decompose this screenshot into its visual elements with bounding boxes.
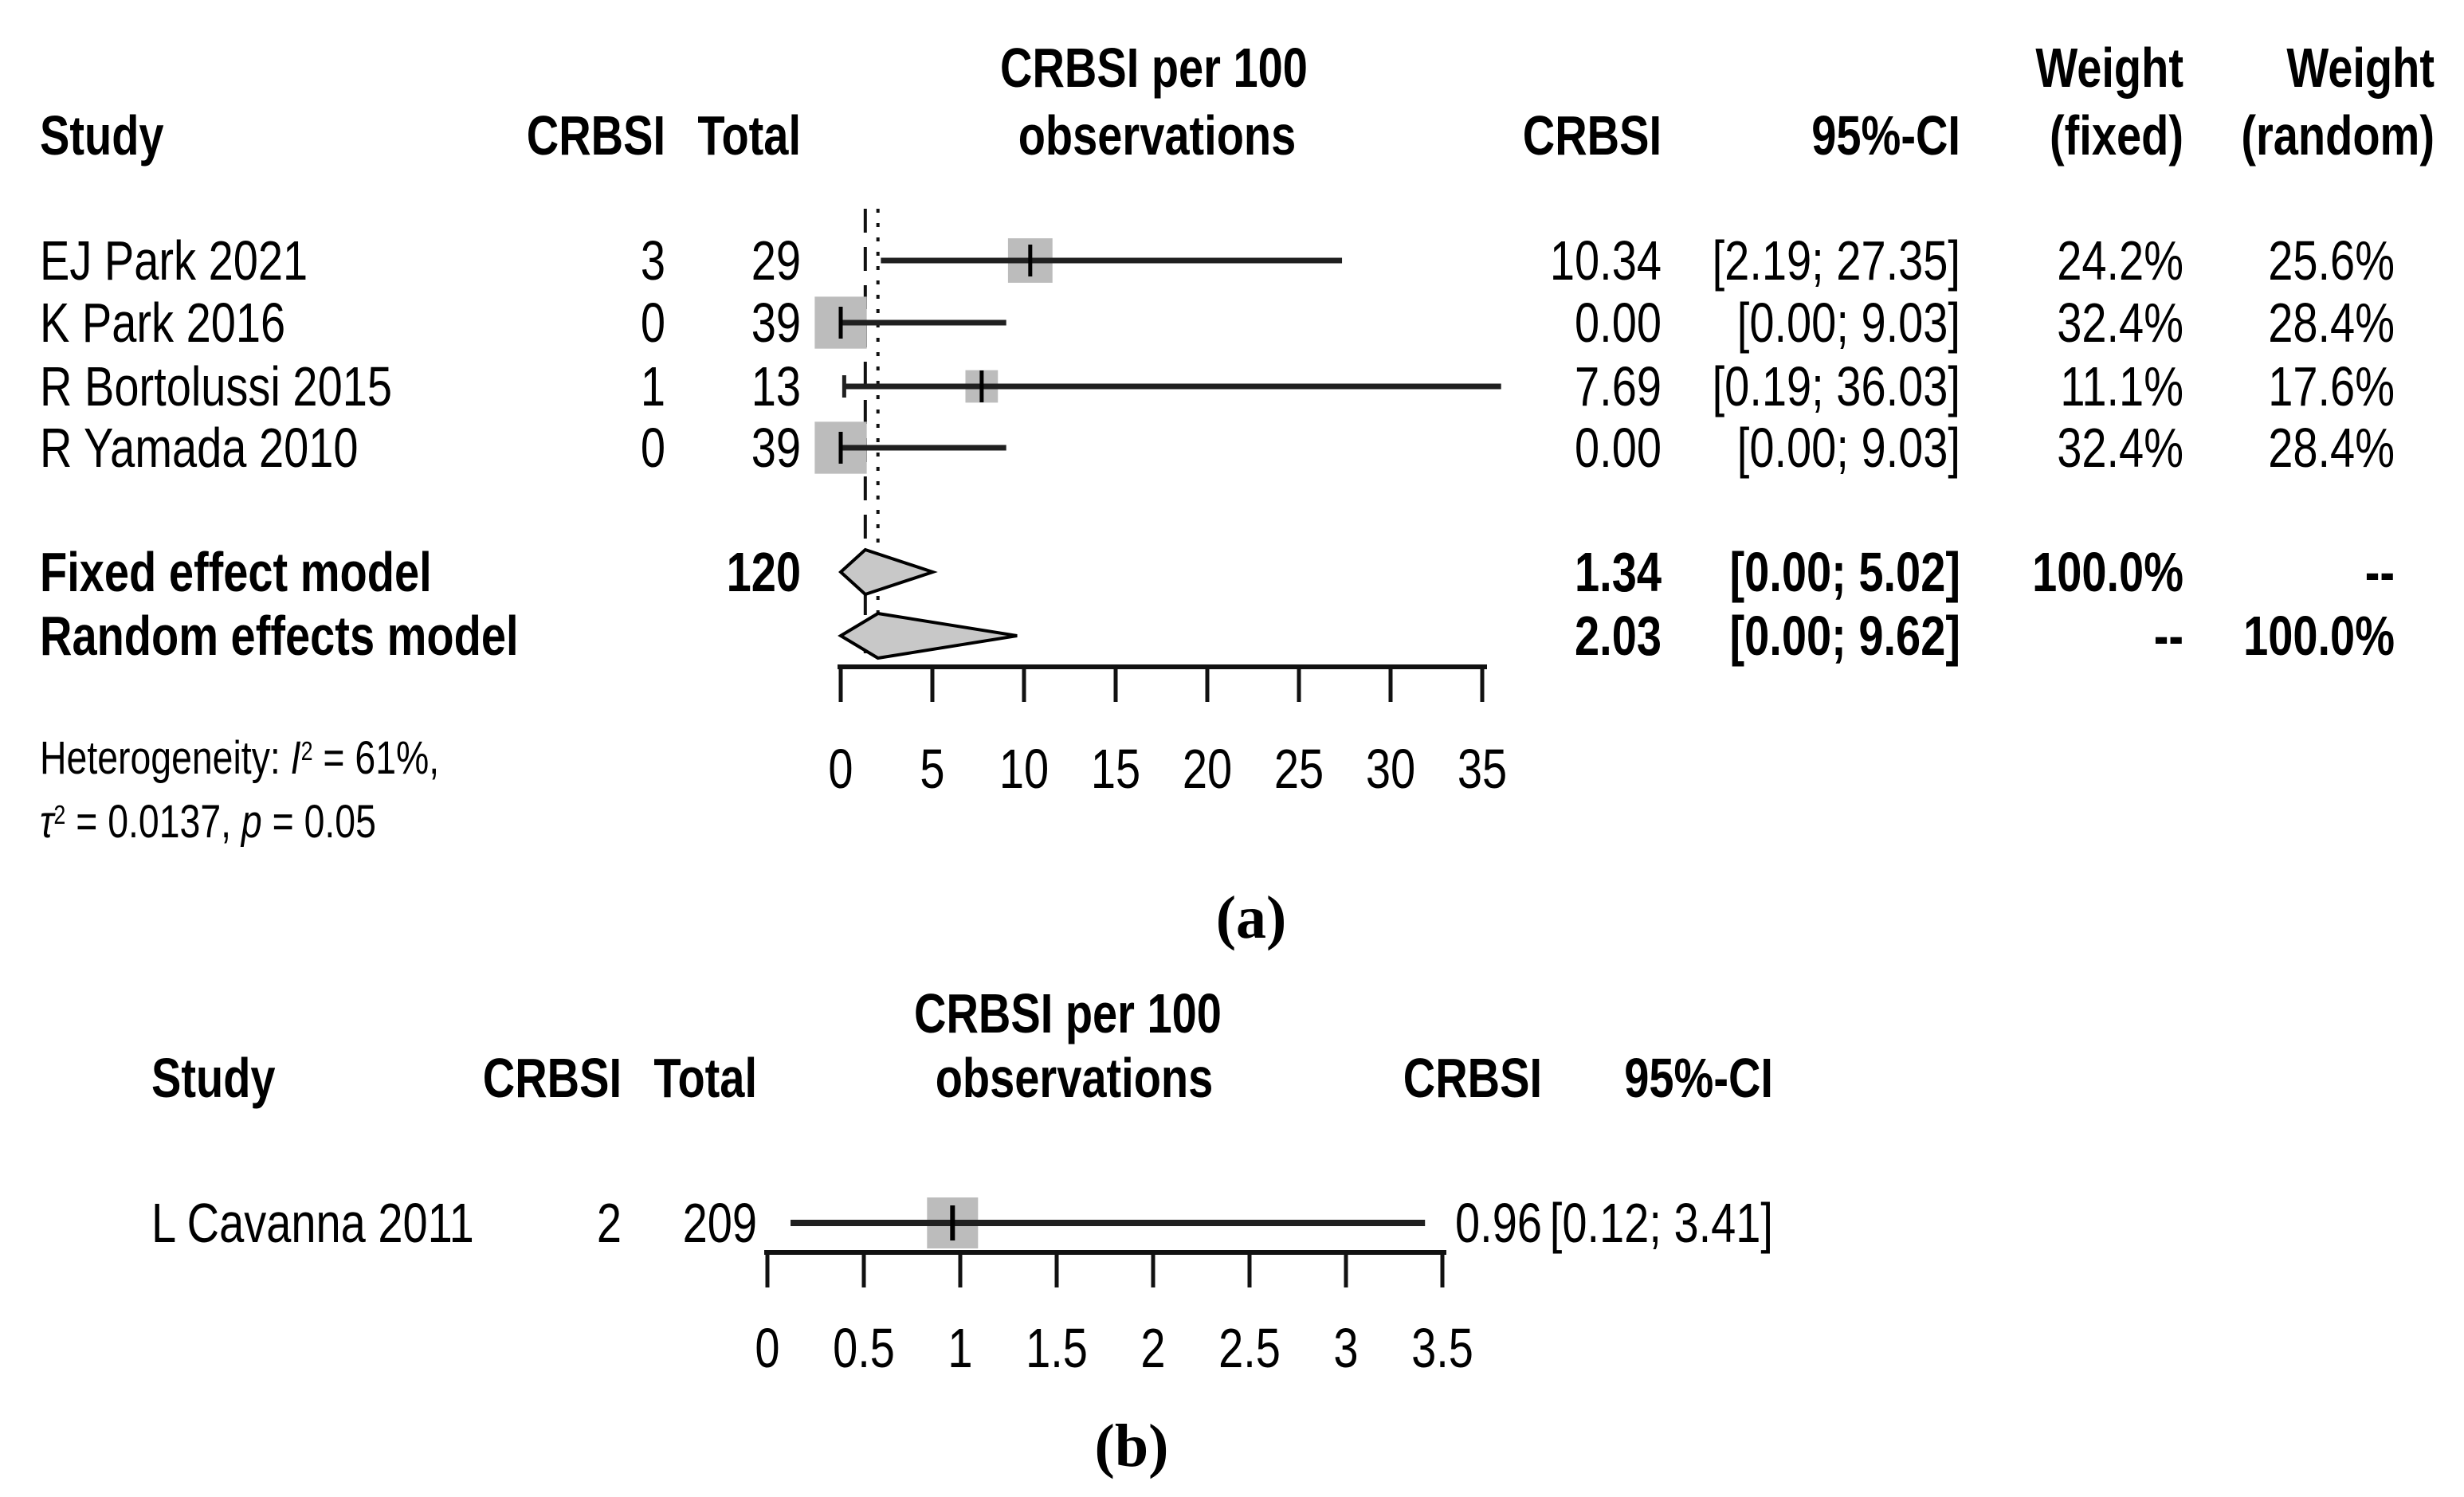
axis-tick-label-b: 1 <box>948 1317 973 1379</box>
axis-tick-label-a: 35 <box>1457 738 1508 800</box>
events-count: 1 <box>640 355 665 417</box>
col-header-weight-random-line2: (random) <box>2241 104 2435 167</box>
het-tau-value: = 0.0137, <box>65 796 241 848</box>
weight-fixed-value: 11.1% <box>2060 355 2183 417</box>
axis-tick-label-b: 3.5 <box>1411 1317 1473 1379</box>
total-count: 209 <box>682 1192 757 1254</box>
het-i-value: = 61%, <box>312 732 440 784</box>
study-name: EJ Park 2021 <box>40 229 308 292</box>
col-header-estimate-a: CRBSI <box>1522 104 1662 167</box>
col-header-crbsi-b: CRBSI <box>482 1047 622 1109</box>
col-header-estimate-b: CRBSI <box>1403 1047 1542 1109</box>
model-weight-fixed: -- <box>2153 605 2183 667</box>
het-tau-symbol: τ <box>40 796 54 848</box>
estimate-value: 10.34 <box>1549 229 1662 292</box>
study-name: R Bortolussi 2015 <box>40 355 393 417</box>
model-label: Random effects model <box>40 605 519 667</box>
weight-fixed-value: 32.4% <box>2057 417 2183 479</box>
axis-tick-label-a: 10 <box>999 738 1050 800</box>
model-estimate-value: 2.03 <box>1575 605 1662 667</box>
het-p-value: = 0.05 <box>261 796 376 848</box>
plot-title-line2-b: observations <box>935 1047 1214 1109</box>
model-ci-value: [0.00; 9.62] <box>1729 605 1961 667</box>
het-tau-sup: 2 <box>53 801 66 831</box>
col-header-crbsi-a: CRBSI <box>526 104 665 167</box>
weight-fixed-value: 32.4% <box>2057 292 2183 354</box>
weight-random-value: 28.4% <box>2268 417 2395 479</box>
random-effects-diamond <box>838 611 1018 660</box>
study-name: L Cavanna 2011 <box>151 1192 474 1254</box>
plot-title-line1-b: CRBSI per 100 <box>914 982 1222 1044</box>
het-p-symbol: p <box>241 796 262 848</box>
estimate-value: 0.00 <box>1575 292 1662 354</box>
model-weight-random: 100.0% <box>2243 605 2395 667</box>
ci-value: [0.19; 36.03] <box>1712 355 1960 417</box>
model-total: 120 <box>726 541 801 603</box>
study-name: K Park 2016 <box>40 292 286 354</box>
axis-tick-label-a: 15 <box>1090 738 1141 800</box>
axis-tick-label-a: 0 <box>828 738 853 800</box>
weight-random-value: 17.6% <box>2268 355 2395 417</box>
plot-title-line1-a: CRBSI per 100 <box>1000 37 1308 99</box>
col-header-ci-a: 95%-CI <box>1811 104 1960 167</box>
col-header-ci-b: 95%-CI <box>1624 1047 1773 1109</box>
weight-fixed-value: 24.2% <box>2057 229 2183 292</box>
col-header-weight-fixed-line1: Weight <box>2035 37 2183 99</box>
heterogeneity-note-line1: Heterogeneity: I2 = 61%, <box>40 735 677 782</box>
estimate-value: 0.96 <box>1455 1192 1542 1254</box>
panel-caption-a: (a) <box>1215 884 1287 951</box>
col-header-total-a: Total <box>697 104 801 167</box>
het-prefix: Heterogeneity: <box>40 732 291 784</box>
heterogeneity-note-line2: τ2 = 0.0137, p = 0.05 <box>40 799 677 845</box>
events-count: 0 <box>640 417 665 479</box>
ci-value: [0.00; 9.03] <box>1736 292 1960 354</box>
ci-value: [0.12; 3.41] <box>1549 1192 1773 1254</box>
estimate-value: 7.69 <box>1575 355 1662 417</box>
col-header-weight-random-line1: Weight <box>2286 37 2435 99</box>
fixed-effect-diamond <box>838 547 938 597</box>
events-count: 2 <box>596 1192 622 1254</box>
estimate-value: 0.00 <box>1575 417 1662 479</box>
total-count: 13 <box>751 355 801 417</box>
events-count: 3 <box>640 229 665 292</box>
total-count: 29 <box>751 229 801 292</box>
ci-value: [2.19; 27.35] <box>1712 229 1960 292</box>
axis-tick-label-b: 0.5 <box>833 1317 895 1379</box>
panel-caption-b: (b) <box>1094 1413 1169 1479</box>
total-count: 39 <box>751 292 801 354</box>
col-header-study-a: Study <box>40 104 164 167</box>
model-estimate-value: 1.34 <box>1575 541 1662 603</box>
axis-tick-label-a: 5 <box>920 738 945 800</box>
plot-title-line2-a: observations <box>1018 104 1297 167</box>
ci-value: [0.00; 9.03] <box>1736 417 1960 479</box>
axis-tick-label-a: 20 <box>1182 738 1233 800</box>
study-name: R Yamada 2010 <box>40 417 359 479</box>
total-count: 39 <box>751 417 801 479</box>
axis-tick-label-b: 1.5 <box>1026 1317 1088 1379</box>
events-count: 0 <box>640 292 665 354</box>
model-ci-value: [0.00; 5.02] <box>1729 541 1961 603</box>
axis-tick-label-b: 2.5 <box>1218 1317 1281 1379</box>
col-header-study-b: Study <box>151 1047 276 1109</box>
model-label: Fixed effect model <box>40 541 432 603</box>
col-header-weight-fixed-line2: (fixed) <box>2050 104 2183 167</box>
weight-random-value: 28.4% <box>2268 292 2395 354</box>
het-i-symbol: I <box>290 732 301 784</box>
model-weight-fixed: 100.0% <box>2032 541 2183 603</box>
het-i-sup: 2 <box>300 737 313 767</box>
model-weight-random: -- <box>2364 541 2395 603</box>
axis-tick-label-b: 0 <box>755 1317 780 1379</box>
axis-tick-label-a: 30 <box>1365 738 1416 800</box>
axis-tick-label-a: 25 <box>1273 738 1324 800</box>
axis-tick-label-b: 2 <box>1140 1317 1166 1379</box>
weight-random-value: 25.6% <box>2268 229 2395 292</box>
axis-tick-label-b: 3 <box>1333 1317 1359 1379</box>
col-header-total-b: Total <box>653 1047 757 1109</box>
